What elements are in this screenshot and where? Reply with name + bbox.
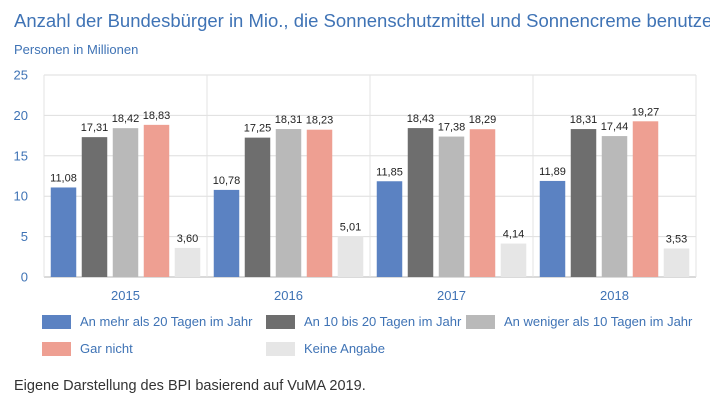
- bar: [81, 137, 108, 277]
- legend-label-4: Keine Angabe: [304, 341, 385, 356]
- data-label: 10,78: [213, 175, 241, 187]
- legend-label-3: Gar nicht: [80, 341, 133, 356]
- bar: [244, 137, 271, 277]
- bar: [337, 236, 364, 277]
- bar: [663, 248, 690, 277]
- data-label: 11,85: [376, 166, 403, 178]
- bar: [632, 121, 659, 277]
- x-tick-label: 2017: [437, 288, 466, 303]
- data-label: 3,60: [177, 233, 198, 245]
- x-tick-label: 2018: [600, 288, 629, 303]
- data-label: 18,29: [469, 114, 497, 126]
- bar: [112, 128, 139, 277]
- bar: [174, 247, 201, 277]
- legend-swatch-2: [466, 314, 495, 329]
- source-note: Eigene Darstellung des BPI basierend auf…: [14, 378, 366, 394]
- bar: [376, 181, 403, 277]
- data-label: 18,31: [570, 114, 598, 126]
- legend-label-2: An weniger als 10 Tagen im Jahr: [504, 314, 693, 329]
- bar: [601, 136, 628, 277]
- x-tick-label: 2016: [274, 288, 303, 303]
- data-label: 11,08: [50, 172, 77, 184]
- bar: [407, 128, 434, 277]
- data-label: 18,83: [143, 110, 171, 122]
- legend-swatch-4: [266, 341, 295, 356]
- bar: [50, 187, 77, 277]
- x-tick-label: 2015: [111, 288, 140, 303]
- y-tick-label: 0: [21, 270, 28, 285]
- y-tick-label: 15: [14, 148, 28, 163]
- data-label: 18,43: [407, 113, 435, 125]
- legend-item-1: An 10 bis 20 Tagen im Jahr: [266, 314, 461, 329]
- y-tick-label: 20: [14, 108, 28, 123]
- data-label: 5,01: [340, 222, 361, 234]
- bar: [570, 129, 597, 277]
- legend-label-1: An 10 bis 20 Tagen im Jahr: [304, 314, 462, 329]
- data-label: 18,42: [112, 113, 140, 125]
- data-label: 18,23: [306, 115, 334, 127]
- y-tick-label: 25: [14, 68, 28, 83]
- data-label: 17,25: [244, 123, 272, 135]
- legend-item-3: Gar nicht: [42, 341, 133, 356]
- legend-item-2: An weniger als 10 Tagen im Jahr: [466, 314, 692, 329]
- data-label: 11,89: [539, 166, 566, 178]
- bar: [143, 124, 170, 277]
- bar: [213, 189, 240, 277]
- data-label: 17,38: [438, 122, 466, 134]
- y-tick-label: 10: [14, 189, 28, 204]
- data-label: 4,14: [503, 229, 524, 241]
- legend-label-0: An mehr als 20 Tagen im Jahr: [80, 314, 253, 329]
- bar: [438, 136, 465, 277]
- data-label: 19,27: [632, 106, 660, 118]
- data-label: 17,31: [81, 122, 109, 134]
- y-axis-label: Personen in Millionen: [14, 42, 139, 57]
- chart-title: Anzahl der Bundesbürger in Mio., die Son…: [14, 10, 710, 31]
- y-tick-label: 5: [21, 229, 28, 244]
- data-label: 17,44: [601, 121, 629, 133]
- bar: [500, 243, 527, 277]
- data-label: 3,53: [666, 233, 687, 245]
- bar: [275, 129, 302, 277]
- bar: [539, 180, 566, 277]
- bar: [469, 129, 496, 277]
- legend-swatch-3: [42, 341, 71, 356]
- bar: [306, 129, 333, 277]
- legend-item-4: Keine Angabe: [266, 341, 385, 356]
- legend-item-0: An mehr als 20 Tagen im Jahr: [42, 314, 252, 329]
- legend-swatch-0: [42, 314, 71, 329]
- legend-swatch-1: [266, 314, 295, 329]
- data-label: 18,31: [275, 114, 303, 126]
